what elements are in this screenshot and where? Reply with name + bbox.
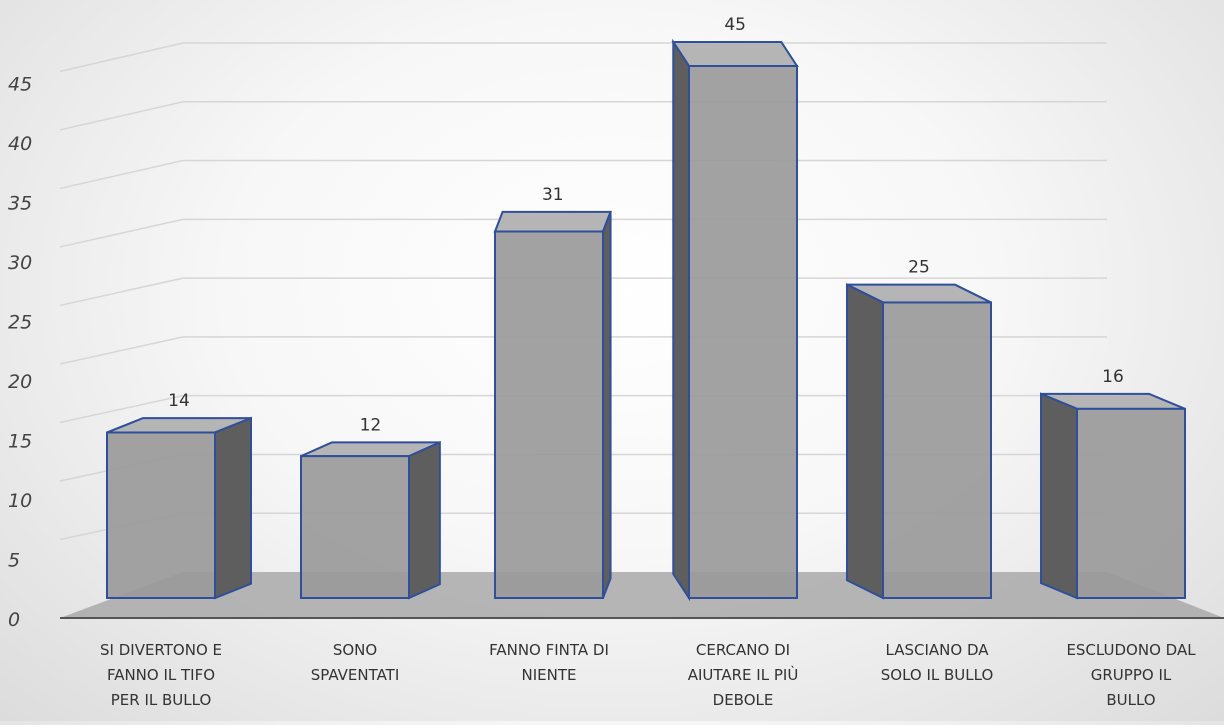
bar-front — [494, 230, 604, 599]
gridline-perspective — [59, 336, 184, 365]
y-tick-label: 15 — [8, 430, 32, 452]
y-tick-label: 5 — [8, 549, 20, 571]
data-label: 25 — [908, 258, 930, 278]
y-axis-ticks: 0 5 10 15 20 25 30 35 40 45 — [8, 73, 32, 631]
data-labels: 14 12 31 45 25 16 — [168, 15, 1124, 435]
bar-side — [408, 440, 441, 600]
y-tick-label: 0 — [8, 609, 20, 631]
gridline-perspective — [59, 159, 184, 190]
x-tick-label: CERCANO DI AIUTARE IL PIÙ DEBOLE — [688, 641, 799, 709]
bar-front — [106, 431, 216, 599]
gridline-perspective — [59, 101, 184, 131]
data-label: 14 — [168, 391, 190, 411]
bar-side — [1040, 392, 1078, 600]
bar-side — [602, 211, 612, 599]
y-tick-label: 40 — [8, 133, 32, 155]
gridline-perspective — [59, 394, 184, 424]
x-tick-label: SONO SPAVENTATI — [311, 641, 400, 684]
gridline-perspective — [59, 218, 184, 248]
bar — [846, 283, 992, 600]
data-label: 45 — [724, 15, 746, 35]
bar-front — [882, 301, 992, 599]
x-tick-label: LASCIANO DA SOLO IL BULLO — [881, 641, 994, 684]
x-tick-label: SI DIVERTONO E FANNO IL TIFO PER IL BULLO — [100, 641, 222, 709]
y-tick-label: 25 — [8, 311, 32, 333]
bar-front — [688, 65, 798, 599]
x-tick-label: ESCLUDONO DAL GRUPPO IL BULLO — [1066, 641, 1196, 709]
y-tick-label: 30 — [8, 252, 32, 274]
bar — [671, 38, 799, 602]
bar — [493, 210, 613, 599]
bar-top — [493, 210, 613, 233]
bar-front — [1076, 407, 1186, 599]
y-tick-label: 20 — [8, 371, 32, 393]
gridline-perspective — [59, 42, 184, 73]
bar — [1040, 392, 1186, 600]
bar-top — [671, 41, 799, 67]
x-tick-label: FANNO FINTA DI NIENTE — [489, 641, 609, 684]
bar-side — [672, 38, 690, 602]
y-tick-label: 45 — [8, 73, 32, 95]
y-tick-label: 10 — [8, 490, 32, 512]
bar-front — [300, 455, 410, 599]
bar-side — [214, 416, 252, 600]
gridline-perspective — [59, 277, 184, 307]
data-label: 31 — [542, 185, 564, 205]
data-label: 16 — [1102, 367, 1124, 387]
data-label: 12 — [360, 415, 382, 435]
bar — [106, 416, 252, 600]
bars — [106, 38, 1186, 602]
bar — [300, 440, 441, 600]
bar-side — [846, 283, 884, 600]
y-tick-label: 35 — [8, 192, 32, 214]
x-axis-labels: SI DIVERTONO E FANNO IL TIFO PER IL BULLO S… — [100, 641, 1196, 709]
